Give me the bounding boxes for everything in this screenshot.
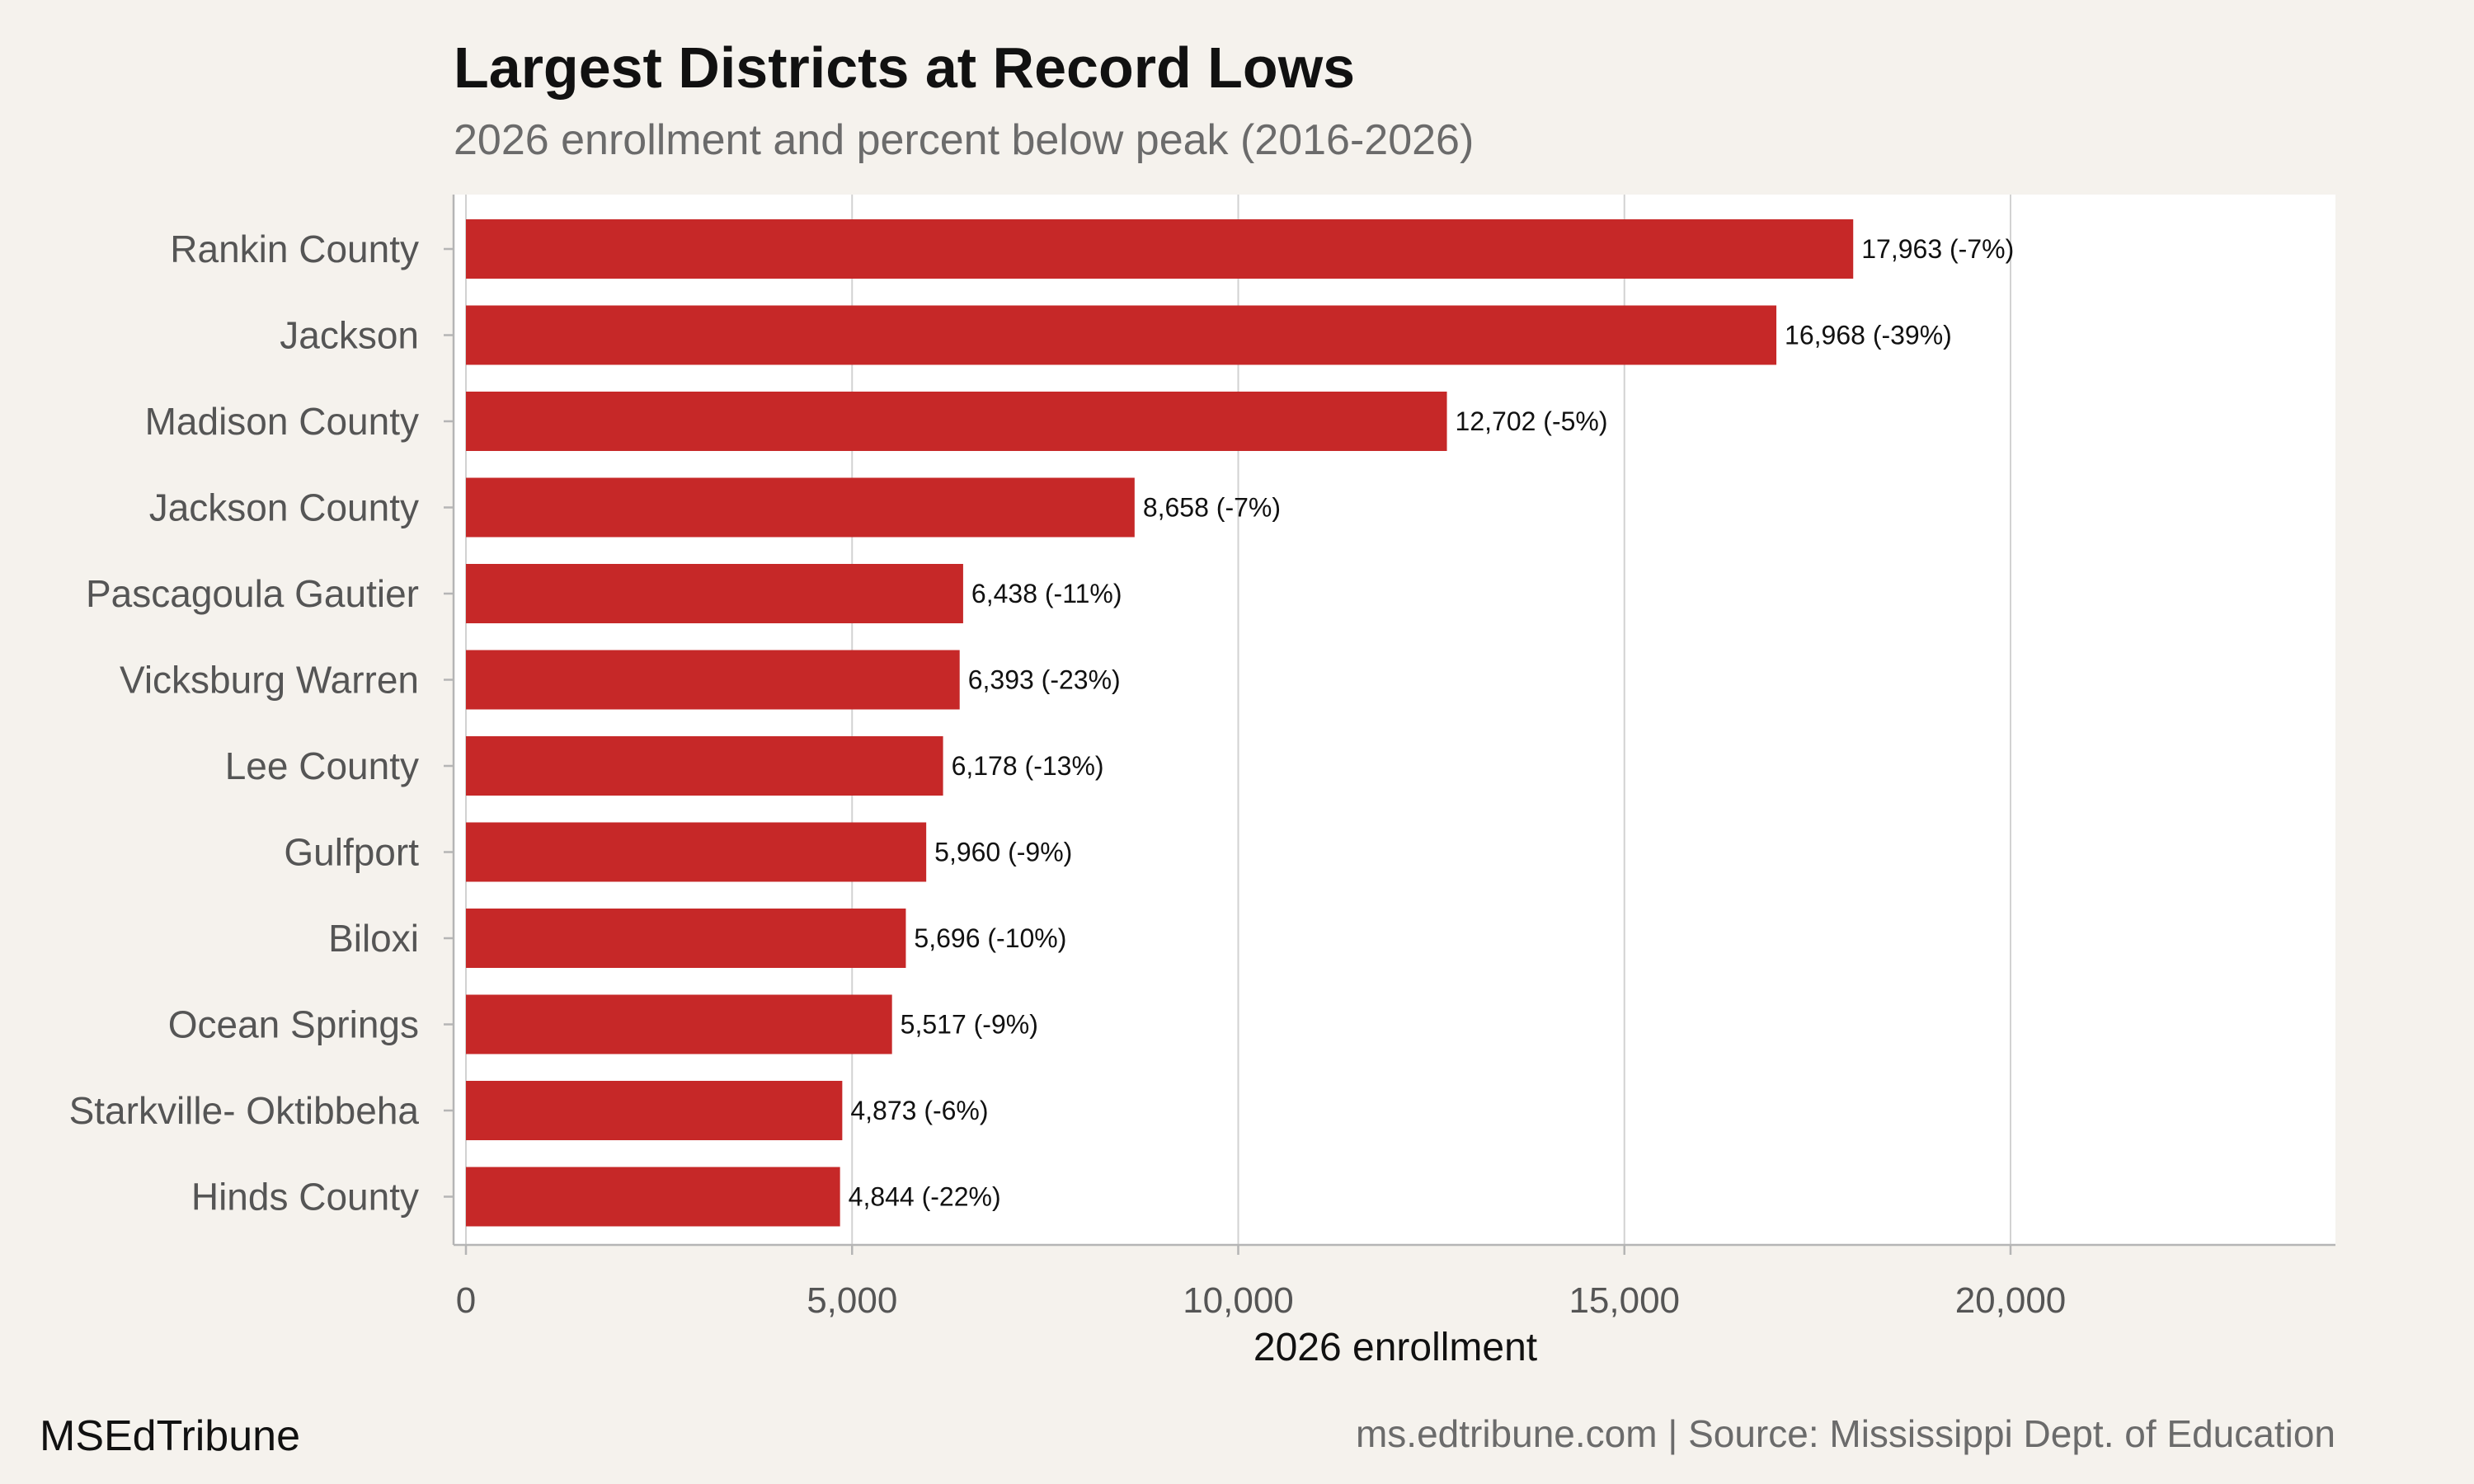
chart-subtitle: 2026 enrollment and percent below peak (… (454, 116, 1475, 164)
bar (466, 822, 927, 882)
bar (466, 736, 943, 796)
category-labels: Rankin County Jackson Madison County Jackso… (69, 228, 454, 1219)
x-axis-ticks: 0 5,000 10,000 15,000 20,000 (456, 1245, 2067, 1321)
bar (466, 909, 906, 968)
category-label: Gulfport (284, 831, 419, 874)
brand-label: MSEdTribune (40, 1412, 300, 1460)
bar-value-label: 6,393 (-23%) (968, 665, 1121, 695)
x-tick-label: 10,000 (1183, 1280, 1294, 1321)
category-label: Lee County (225, 744, 419, 787)
category-label: Madison County (145, 400, 419, 443)
bar-value-label: 12,702 (-5%) (1456, 406, 1608, 436)
bar (466, 650, 960, 710)
bar (466, 1167, 840, 1227)
bar-value-label: 5,517 (-9%) (901, 1010, 1038, 1040)
category-label: Ocean Springs (168, 1003, 419, 1046)
category-label: Jackson County (149, 486, 419, 529)
bar (466, 305, 1777, 365)
data-labels: 17,963 (-7%) 16,968 (-39%) 12,702 (-5%) 8,6… (849, 234, 2015, 1212)
x-axis-title: 2026 enrollment (1253, 1326, 1537, 1369)
category-label: Rankin County (170, 228, 419, 270)
gridlines (465, 195, 2011, 1245)
x-tick-label: 5,000 (807, 1280, 897, 1321)
bar-value-label: 5,696 (-10%) (914, 923, 1066, 953)
bar-value-label: 17,963 (-7%) (1861, 234, 2014, 264)
bar (466, 1081, 843, 1140)
category-label: Hinds County (191, 1176, 419, 1219)
bar-value-label: 4,873 (-6%) (850, 1096, 988, 1125)
bar-value-label: 6,438 (-11%) (971, 579, 1122, 608)
bar-value-label: 5,960 (-9%) (934, 838, 1072, 867)
bar-value-label: 6,178 (-13%) (952, 751, 1104, 781)
bar (466, 477, 1135, 538)
bar-value-label: 8,658 (-7%) (1143, 493, 1281, 523)
source-note: ms.edtribune.com | Source: Mississippi D… (1355, 1412, 2335, 1455)
bar (466, 392, 1447, 451)
bars (466, 219, 1854, 1227)
bar-value-label: 4,844 (-22%) (849, 1182, 1001, 1212)
x-tick-label: 0 (456, 1280, 476, 1321)
x-tick-label: 20,000 (1955, 1280, 2067, 1321)
bar (466, 219, 1854, 279)
bar-value-label: 16,968 (-39%) (1785, 321, 1952, 350)
category-label: Biloxi (328, 917, 419, 960)
category-label: Vicksburg Warren (120, 659, 419, 702)
chart-title: Largest Districts at Record Lows (454, 35, 1356, 100)
bar (466, 564, 963, 623)
category-label: Jackson (280, 314, 419, 357)
plot-panel (454, 195, 2335, 1245)
bar (466, 994, 892, 1054)
x-tick-label: 15,000 (1569, 1280, 1680, 1321)
category-label: Pascagoula Gautier (86, 572, 419, 615)
category-label: Starkville- Oktibbeha (69, 1089, 420, 1132)
